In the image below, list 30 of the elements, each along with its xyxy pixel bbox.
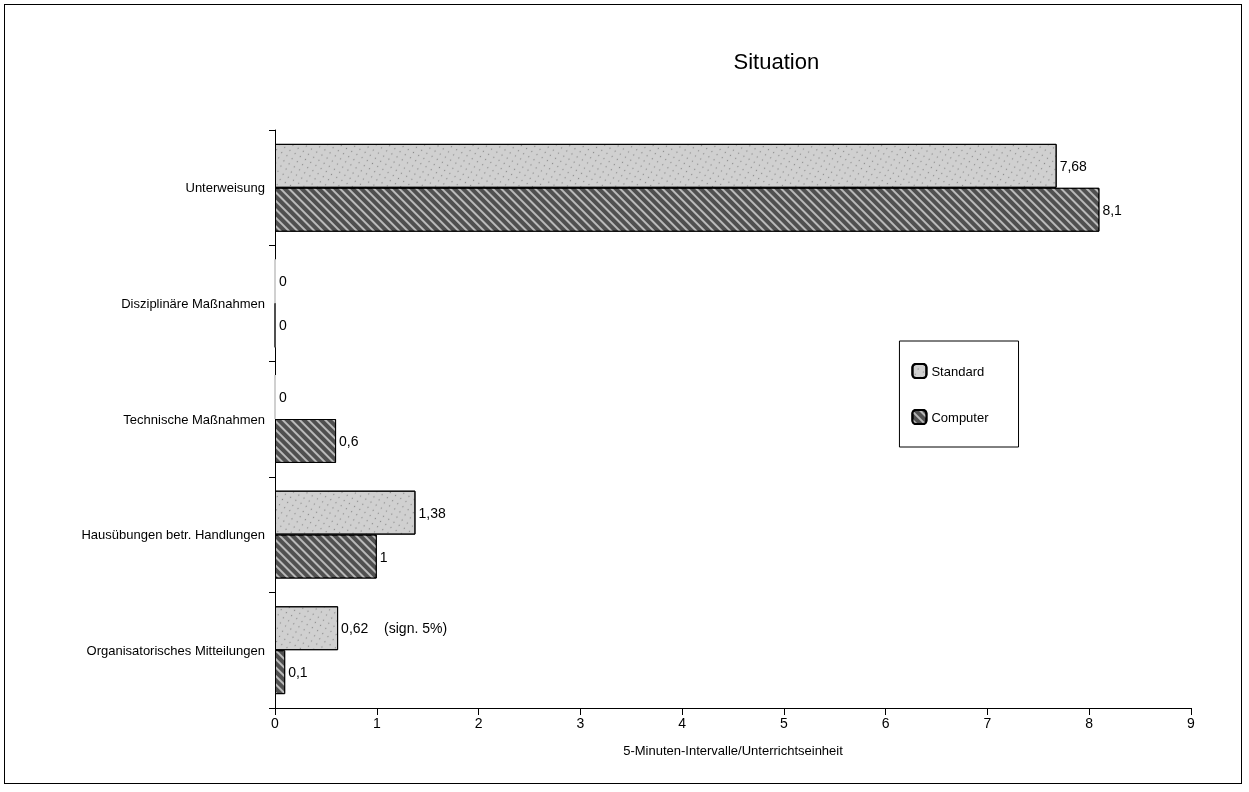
x-axis-title: 5-Minuten-Intervalle/Unterrichtseinheit (623, 743, 844, 758)
legend-label: Standard (931, 363, 985, 379)
x-tick-label: 1 (372, 715, 381, 731)
y-tick-label: Disziplinäre Maßnahmen (121, 295, 265, 311)
legend-label: Computer (931, 409, 990, 425)
data-label: 8,1 (1102, 201, 1123, 218)
x-tick-label: 2 (474, 715, 483, 731)
annotation: (sign. 5%) (384, 620, 448, 637)
data-label: 0 (279, 389, 287, 406)
y-tick-label: Unterweisung (185, 180, 265, 196)
data-label: 0,1 (288, 664, 308, 681)
x-tick-label: 3 (576, 715, 585, 731)
x-tick-label: 6 (881, 715, 890, 731)
data-label: 0 (279, 273, 287, 290)
x-tick-label: 8 (1085, 715, 1094, 731)
y-tick-label: Organisatorisches Mitteilungen (86, 642, 265, 658)
data-label: 0,62 (341, 620, 369, 637)
data-label: 7,68 (1059, 157, 1088, 174)
data-label: 0 (279, 317, 287, 334)
x-tick-label: 7 (983, 715, 992, 731)
data-label: 0,6 (339, 432, 359, 449)
x-tick-label: 9 (1187, 715, 1196, 731)
x-tick-label: 0 (271, 715, 280, 731)
data-label: 1,38 (418, 504, 446, 521)
chart-title: Situation (733, 48, 820, 74)
y-tick-label: Technische Maßnahmen (123, 411, 265, 427)
x-tick-label: 4 (678, 715, 687, 731)
y-tick-label: Hausübungen betr. Handlungen (81, 527, 265, 543)
x-tick-label: 5 (779, 715, 788, 731)
data-label: 1 (379, 548, 388, 565)
